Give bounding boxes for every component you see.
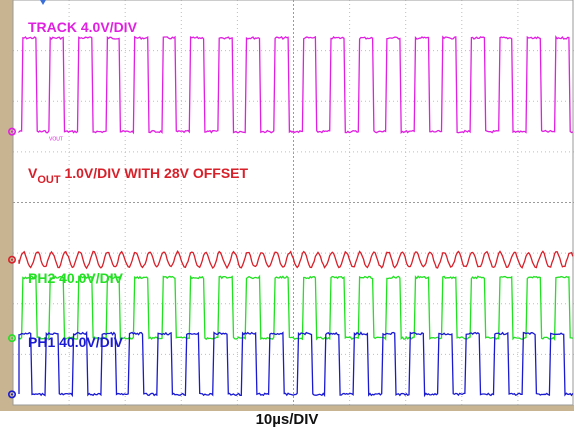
timebase-label: 10µs/DIV [255, 411, 319, 428]
ground-marker-ph2-icon [8, 334, 17, 343]
channel-label-ph1: PH1 40.0V/DIV [28, 334, 124, 350]
ground-marker-vout-icon [8, 255, 17, 264]
trace-ph2 [18, 274, 573, 342]
scope-channel-labels: TRACK 4.0V/DIV VOUT 1.0V/DIV WITH 28V OFF… [28, 19, 249, 350]
grid-border [12, 0, 574, 406]
ground-marker-dot-icon [11, 393, 13, 396]
channel-label-ph2: PH2 40.0V/DIV [28, 270, 124, 286]
trigger-marker-icon [40, 0, 46, 5]
ground-marker-dot-icon [11, 258, 13, 261]
scope-traces: VOUT [8, 35, 574, 399]
channel-label-track: TRACK 4.0V/DIV [28, 19, 138, 35]
trace-ph1 [18, 330, 574, 398]
trace-vout [18, 250, 574, 270]
trace-track [18, 35, 574, 135]
ground-marker-dot-icon [11, 130, 13, 133]
trace-marker-text: VOUT [49, 137, 63, 143]
ground-marker-track-icon [8, 127, 17, 136]
ground-marker-dot-icon [11, 337, 13, 340]
scope-left-bar [0, 0, 13, 405]
ground-marker-ph1-icon [8, 390, 17, 399]
scope-bottom-bar [0, 405, 574, 411]
channel-label-vout: VOUT 1.0V/DIV WITH 28V OFFSET [28, 165, 249, 186]
